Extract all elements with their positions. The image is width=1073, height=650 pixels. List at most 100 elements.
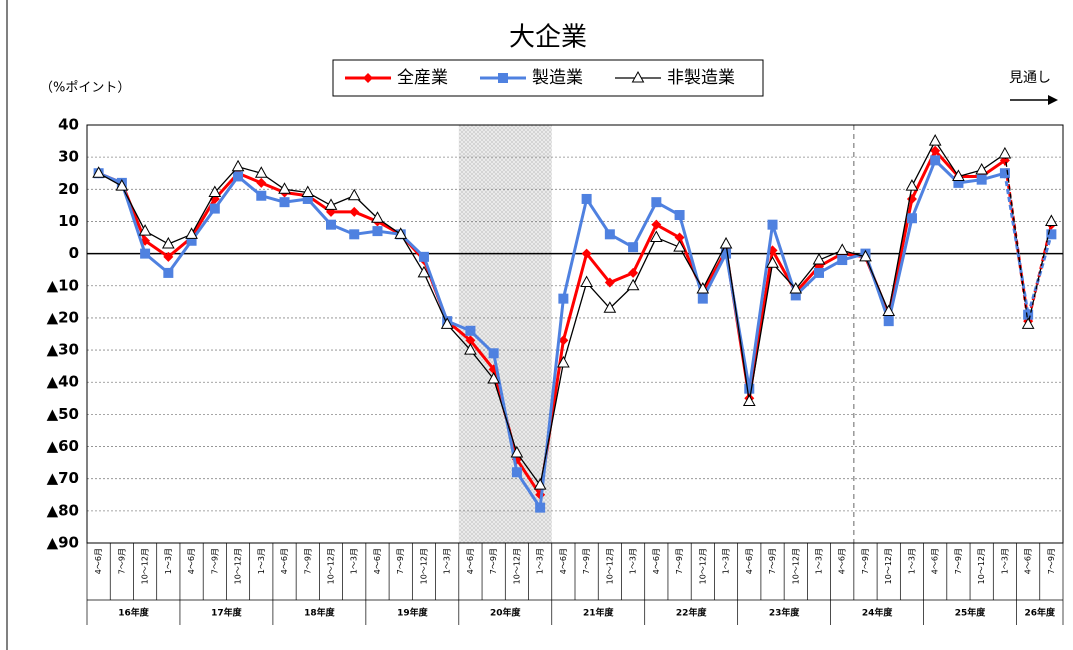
marker (697, 293, 708, 304)
marker (533, 478, 547, 490)
marker (161, 236, 175, 249)
marker (372, 226, 383, 237)
marker (673, 240, 686, 252)
x-tick-label: 1～3月 (257, 548, 266, 574)
marker (371, 211, 384, 223)
marker (324, 198, 338, 210)
marker (930, 155, 941, 166)
group-label: 21年度 (583, 607, 615, 619)
x-tick-label: 4～6月 (652, 548, 661, 574)
marker (394, 227, 408, 239)
marker (256, 190, 267, 201)
series-line (1003, 160, 1053, 323)
marker (418, 251, 429, 262)
x-tick-label: 7～9月 (396, 548, 405, 574)
x-tick-label: 4～6月 (94, 548, 103, 574)
y-tick-label: 30 (58, 148, 79, 166)
marker (719, 236, 733, 249)
marker (928, 134, 942, 146)
marker (185, 227, 198, 239)
x-tick-label: 4～6月 (838, 548, 847, 574)
x-tick-label: 7～9月 (954, 548, 963, 574)
marker (349, 229, 360, 240)
y-tick-label: ▲10 (47, 276, 79, 294)
marker (835, 243, 849, 255)
marker (535, 502, 546, 513)
x-tick-label: 4～6月 (931, 548, 940, 574)
marker (302, 193, 313, 204)
x-tick-label: 10～12月 (605, 548, 614, 584)
legend-marker (363, 73, 373, 83)
marker (1023, 309, 1034, 320)
marker (976, 174, 987, 185)
series-line (98, 158, 1006, 510)
marker (465, 335, 476, 346)
x-tick-label: 1～3月 (629, 548, 638, 574)
x-tick-label: 1～3月 (350, 548, 359, 574)
marker (349, 206, 360, 217)
marker (208, 185, 222, 198)
y-tick-label: ▲50 (47, 405, 79, 423)
marker (326, 219, 336, 230)
group-label: 19年度 (397, 607, 429, 619)
marker (254, 166, 268, 178)
marker (231, 159, 245, 172)
marker (883, 316, 894, 327)
x-tick-label: 4～6月 (1024, 548, 1033, 574)
y-tick-label: ▲90 (47, 534, 79, 552)
marker (558, 335, 569, 346)
x-tick-label: 10～12月 (234, 548, 243, 584)
series-line (98, 140, 1006, 486)
forecast-label: 見通し (1009, 70, 1051, 86)
marker (790, 290, 801, 301)
x-tick-label: 4～6月 (559, 548, 568, 574)
marker (859, 249, 872, 262)
y-tick-label: 20 (58, 180, 79, 198)
x-tick-label: 1～3月 (722, 548, 731, 574)
y-tick-label: ▲70 (47, 469, 79, 487)
x-tick-label: 1～3月 (536, 548, 545, 574)
marker (581, 193, 592, 204)
marker (1021, 317, 1035, 329)
marker (744, 383, 755, 394)
y-tick-label: ▲80 (47, 501, 79, 519)
marker (279, 197, 290, 208)
forecast-arrow (1010, 95, 1058, 105)
y-tick-label: ▲60 (47, 437, 79, 455)
marker (651, 219, 662, 230)
marker (487, 371, 501, 384)
x-tick-label: 1～3月 (907, 548, 916, 574)
marker (209, 203, 220, 214)
marker (742, 394, 756, 407)
x-tick-label: 10～12月 (698, 548, 707, 584)
marker (488, 348, 499, 359)
marker (557, 355, 570, 368)
x-tick-label: 4～6月 (187, 548, 196, 574)
legend-label: 全産業 (397, 68, 448, 88)
x-tick-label: 7～9月 (861, 548, 870, 574)
x-tick-label: 10～12月 (141, 548, 150, 584)
group-label: 22年度 (676, 607, 708, 619)
marker (626, 278, 640, 291)
x-tick-label: 1～3月 (815, 548, 824, 574)
series-line (98, 149, 1006, 497)
x-tick-label: 1～3月 (164, 548, 173, 574)
x-tick-label: 1～3月 (1000, 548, 1009, 574)
marker (140, 248, 151, 259)
group-label: 16年度 (118, 607, 150, 619)
x-tick-label: 4～6月 (280, 548, 289, 574)
marker (510, 445, 524, 458)
legend-marker (631, 70, 645, 83)
x-tick-label: 10～12月 (512, 548, 521, 584)
marker (814, 267, 824, 278)
marker (558, 293, 569, 304)
marker (347, 188, 361, 201)
marker (92, 166, 105, 178)
marker (628, 242, 639, 253)
x-tick-label: 10～12月 (327, 548, 336, 584)
group-label: 25年度 (955, 607, 987, 619)
marker (417, 265, 431, 278)
y-tick-label: ▲40 (47, 373, 79, 391)
marker (301, 185, 315, 198)
